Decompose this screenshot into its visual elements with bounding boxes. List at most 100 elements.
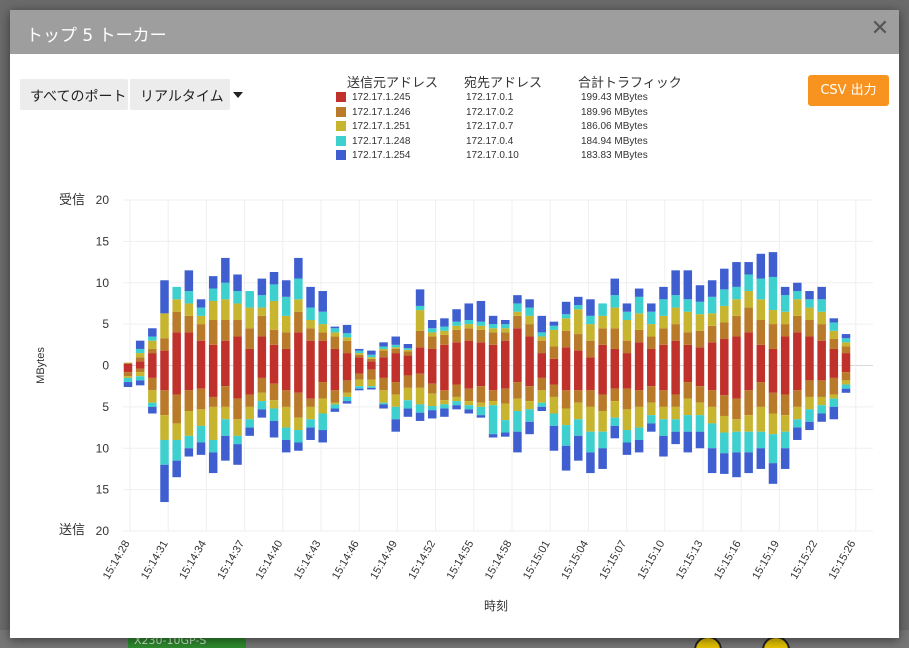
bar-segment-received (659, 328, 668, 345)
bar-segment-received (123, 363, 133, 364)
bar-segment-received (756, 319, 766, 345)
bar-segment-received (172, 332, 181, 366)
bar-segment-sent (537, 390, 547, 403)
bar-segment-sent (647, 365, 656, 387)
bar-segment-received (513, 315, 522, 329)
bar-segment-sent (354, 365, 364, 374)
y-axis-label: MBytes (35, 347, 47, 384)
close-icon[interactable]: ✕ (870, 16, 890, 41)
bar-segment-sent (464, 388, 473, 402)
bar-segment-sent (306, 419, 315, 428)
bar-segment-sent (720, 365, 729, 396)
bar-segment-received (671, 307, 680, 325)
bar-segment-sent (561, 425, 571, 446)
bar-segment-sent (354, 379, 364, 387)
bar-segment-sent (768, 463, 778, 484)
bar-segment-sent (756, 365, 766, 383)
bar-segment-sent (233, 365, 242, 399)
bar-segment-received (756, 299, 766, 320)
bar-segment-sent (123, 376, 133, 378)
bar-segment-received (683, 299, 693, 312)
bar-segment-sent (829, 365, 839, 378)
bar-segment-received (683, 270, 693, 300)
bar-segment-sent (756, 448, 766, 469)
bar-segment-received (233, 319, 242, 337)
csv-export-button[interactable]: CSV 出力 (808, 75, 889, 106)
bar-segment-sent (367, 386, 376, 388)
bar-segment-received (659, 315, 668, 329)
bar-segment-received (829, 330, 839, 340)
bar-segment-sent (135, 368, 145, 373)
bar-segment-sent (598, 448, 607, 469)
bar-segment-sent (659, 390, 668, 407)
bar-segment-sent (427, 383, 437, 394)
bar-segment-sent (634, 365, 644, 391)
bar-segment-received (148, 336, 157, 341)
bar-segment-sent (561, 390, 571, 409)
bar-segment-sent (537, 365, 547, 378)
bar-segment-received (610, 295, 620, 308)
bar-segment-sent (196, 409, 206, 426)
bar-segment-sent (452, 405, 461, 410)
bar-segment-received (476, 325, 486, 330)
bar-segment-received (269, 344, 279, 366)
bar-segment-sent (196, 388, 206, 410)
bar-segment-received (793, 315, 802, 333)
bar-segment-received (403, 343, 413, 349)
bar-segment-sent (744, 390, 753, 416)
bar-segment-received (452, 329, 461, 343)
bar-segment-sent (160, 415, 169, 440)
bar-segment-received (281, 348, 291, 366)
bar-segment-sent (744, 365, 753, 391)
bar-segment-sent (415, 365, 425, 374)
legend-source: 172.17.1.248 (352, 135, 411, 147)
bar-segment-sent (829, 406, 839, 420)
bar-segment-sent (744, 431, 753, 453)
bar-segment-received (196, 299, 206, 308)
bar-segment-sent (586, 406, 595, 432)
bar-segment-sent (245, 427, 254, 436)
x-tick-label: 15:14:31 (139, 539, 171, 582)
bar-segment-sent (574, 365, 583, 391)
bar-segment-received (732, 315, 741, 337)
chevron-down-icon[interactable] (233, 92, 243, 98)
bar-segment-sent (221, 419, 230, 436)
bar-segment-sent (501, 420, 510, 433)
bar-segment-received (805, 291, 814, 300)
dialog-header: トップ 5 トーカー ✕ (10, 10, 899, 54)
dialog-title: トップ 5 トーカー (26, 26, 167, 46)
bar-segment-received (123, 363, 133, 366)
bar-segment-sent (281, 365, 291, 391)
bar-segment-sent (793, 390, 802, 407)
port-filter-button[interactable]: すべてのポート (20, 79, 128, 110)
bar-segment-received (488, 315, 498, 325)
bar-segment-received (513, 328, 522, 366)
bar-segment-received (525, 315, 534, 325)
legend-total: 186.06 MBytes (581, 121, 648, 132)
bar-segment-received (208, 288, 218, 301)
bar-segment-received (634, 313, 644, 330)
bar-segment-sent (780, 431, 790, 449)
bar-segment-received (805, 307, 814, 320)
bar-segment-sent (707, 423, 717, 449)
x-tick-label: 15:15:10 (636, 539, 668, 582)
bar-segment-received (257, 336, 267, 366)
bar-segment-received (476, 329, 486, 343)
bar-segment-sent (464, 365, 473, 389)
bar-segment-received (245, 291, 254, 308)
bar-segment-sent (695, 415, 705, 432)
legend-swatch (336, 106, 346, 117)
bar-segment-received (476, 342, 486, 366)
bar-segment-sent (172, 365, 181, 395)
bar-segment-received (269, 300, 279, 330)
bar-segment-received (780, 336, 790, 366)
bar-segment-sent (793, 365, 802, 391)
bar-segment-received (793, 299, 802, 316)
mode-select-button[interactable]: リアルタイム (130, 79, 230, 110)
bar-segment-sent (415, 387, 425, 405)
bar-segment-received (172, 311, 181, 333)
bar-segment-sent (817, 413, 826, 422)
bar-segment-sent (208, 365, 218, 397)
bar-segment-received (756, 344, 766, 366)
bar-segment-sent (622, 430, 632, 443)
